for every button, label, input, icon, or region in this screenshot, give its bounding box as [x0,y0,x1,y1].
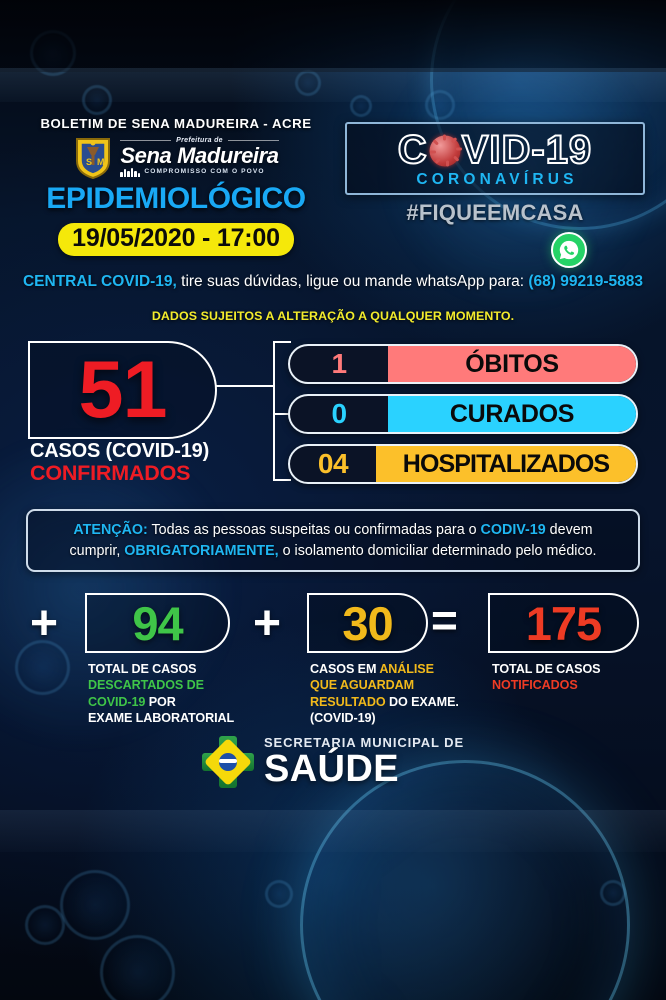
discarded-cases-value: 94 [132,596,183,650]
attention-line1: ATENÇÃO: Todas as pessoas suspeitas ou c… [73,520,592,541]
cell-decoration [82,85,112,115]
virus-particle-icon [428,130,463,170]
curados-value: 0 [331,398,347,429]
cell-decoration [350,95,372,117]
cell-decoration [265,880,293,908]
stat-pill-obitos: 1 ÓBITOS [288,344,638,384]
total-notified-label: TOTAL DE CASOS NOTIFICADOS [492,661,666,694]
header-left: BOLETIM DE SENA MADUREIRA - ACRE S M [26,116,326,256]
bracket-connector [215,341,291,489]
attention-text5: o isolamento domiciliar determinado pelo… [278,542,597,559]
confirmed-cases-value: 51 [78,344,167,435]
epidemiological-title: EPIDEMIOLÓGICO [46,182,306,215]
svg-text:M: M [97,157,105,167]
date-time-badge: 19/05/2020 - 17:00 [58,223,294,256]
footer-line1: SECRETARIA MUNICIPAL DE [263,735,465,750]
cell-decoration [100,935,175,1000]
total-label-l2: NOTIFICADOS [492,678,578,693]
covid-logo-title: C VID-19 [397,128,593,172]
svg-text:S: S [86,157,92,167]
central-covid-text: tire suas dúvidas, ligue ou mande whatsA… [176,273,529,290]
analysis-label-l1b: ANÁLISE [379,662,434,676]
attention-text2: para o [436,521,481,538]
header-right: C VID-19 [345,122,645,226]
analysis-label-l3b: DO EXAME. [385,694,459,709]
hashtag-stayhome: #FIQUEEMCASA [406,200,584,225]
covid-logo-box: C VID-19 [345,122,645,195]
attention-text3: devem [545,521,593,538]
covid-logo-c: C [397,128,428,172]
footer-logo: SECRETARIA MUNICIPAL DE SAÚDE [0,736,666,788]
confirmed-cases-label-line1: CASOS (COVID-19) [30,440,210,462]
operator-plus-2: + [253,597,282,650]
cell-decoration [15,640,70,695]
operator-plus-1: + [30,597,59,650]
total-label-l1: TOTAL DE CASOS [492,662,601,676]
attention-text4: cumprir, [69,542,125,559]
background-top-band [0,0,666,72]
background-light-band [0,68,666,102]
cell-decoration [600,880,626,906]
cell-decoration [60,870,130,940]
whatsapp-icon[interactable] [551,232,587,268]
analysis-label-l1a: CASOS EM [310,662,380,676]
attention-obrigatoriamente: OBRIGATORIAMENTE, [124,542,279,559]
city-logo-tagline: COMPROMISSO COM O POVO [144,168,265,176]
city-crest-icon: S M [73,135,113,180]
central-covid-phone[interactable]: (68) 99219-5883 [528,273,644,290]
disclaimer-text: DADOS SUJEITOS A ALTERAÇÃO A QUALQUER MO… [151,309,515,323]
hospitalizados-label: HOSPITALIZADOS [376,446,636,482]
hospitalizados-value: 04 [317,448,349,479]
cell-decoration [425,90,455,120]
attention-line2: cumprir, OBRIGATORIAMENTE, o isolamento … [69,541,596,562]
rule-left [120,140,172,141]
bulletin-title: BOLETIM DE SENA MADUREIRA - ACRE [40,116,312,131]
stat-pill-hospitalizados: 04 HOSPITALIZADOS [288,444,638,484]
analysis-label-l3a: RESULTADO [310,694,386,709]
city-logo-prefix: Prefeitura de [176,137,223,144]
covid-logo-subtitle: CORONAVÍRUS [416,171,578,188]
attention-keyword: ATENÇÃO: [73,521,148,538]
health-cross-brazil-flag-icon [201,736,254,788]
analysis-cases-label: CASOS EM ANÁLISE QUE AGUARDAM RESULTADO … [310,661,520,726]
obitos-value: 1 [331,348,347,379]
confirmed-cases-box: 51 [28,341,217,439]
central-covid-label: CENTRAL COVID-19, [22,273,177,290]
city-logo-name: Sena Madureira [120,143,279,168]
operator-equals: = [431,594,458,646]
rule-right [227,140,279,141]
discarded-label-l3a: COVID-19 [88,694,146,709]
people-icon [120,168,141,177]
discarded-cases-label: TOTAL DE CASOS DESCARTADOS DE COVID-19 P… [88,661,288,726]
obitos-label: ÓBITOS [388,346,636,382]
discarded-label-l1: TOTAL DE CASOS [88,662,197,676]
footer-line2: SAÚDE [263,748,399,790]
cell-decoration [25,905,65,945]
analysis-label-l4: (COVID-19) [310,711,376,726]
central-covid-line: CENTRAL COVID-19, tire suas dúvidas, lig… [0,273,666,291]
city-logo: S M Prefeitura de Sena Madureira [26,135,326,180]
attention-codiv: CODIV-19 [480,521,546,538]
attention-box: ATENÇÃO: Todas as pessoas suspeitas ou c… [26,509,640,572]
total-notified-box: 175 [488,593,639,653]
analysis-cases-box: 30 [307,593,428,653]
covid-logo-vid19: VID-19 [461,128,593,172]
discarded-cases-box: 94 [85,593,230,653]
background-bottom-band [0,810,666,852]
stat-pill-curados: 0 CURADOS [288,394,638,434]
discarded-label-l4: EXAME LABORATORIAL [88,711,235,726]
total-notified-value: 175 [525,596,602,650]
confirmed-cases-label: CASOS (COVID-19) CONFIRMADOS [30,440,250,486]
confirmed-cases-label-line2: CONFIRMADOS [30,461,191,486]
analysis-cases-value: 30 [342,596,393,650]
analysis-label-l2: QUE AGUARDAM [310,678,414,693]
curados-label: CURADOS [388,396,636,432]
attention-text1: Todas as pessoas suspeitas ou confirmada… [147,521,437,538]
discarded-label-l3b: POR [145,694,176,709]
discarded-label-l2: DESCARTADOS DE [88,678,204,693]
